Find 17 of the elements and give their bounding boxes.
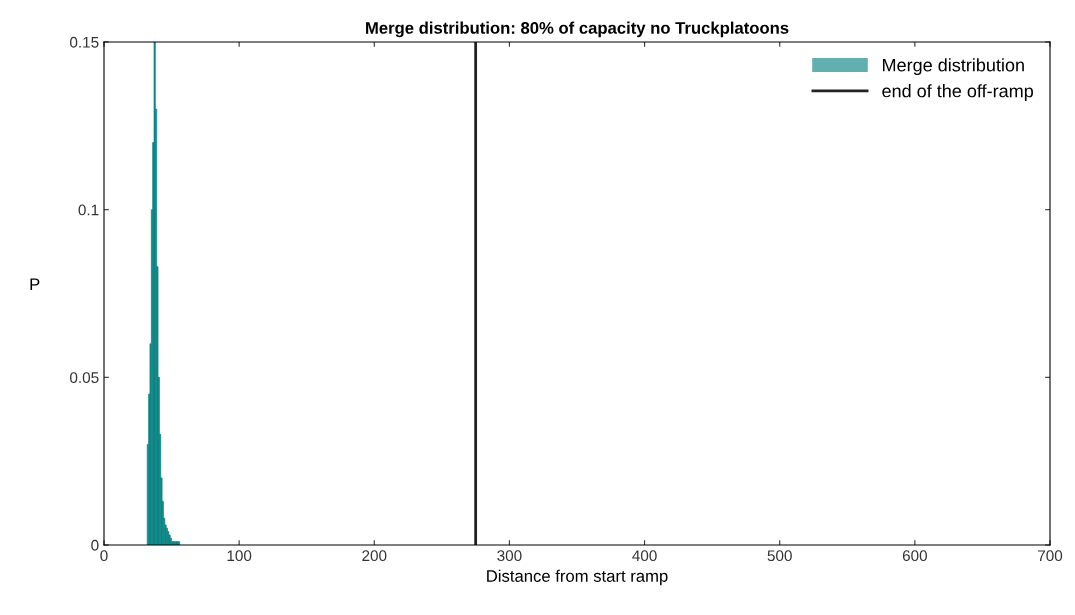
x-tick-label: 200 xyxy=(362,550,387,562)
x-tick-label: 600 xyxy=(902,550,928,562)
x-tick-label: 400 xyxy=(632,550,657,562)
legend-label: Merge distribution xyxy=(883,58,1024,76)
chart-title: Merge distribution: 80% of capacity no Truckplatoons xyxy=(366,21,789,38)
y-axis-title: P xyxy=(30,278,40,291)
x-tick-label: 0 xyxy=(100,550,108,562)
ref-line-label: end of the off-ramp xyxy=(882,84,1034,101)
x-tick-label: 500 xyxy=(767,550,792,562)
y-tick-label: 0 xyxy=(91,539,99,551)
y-tick-label: 0.1 xyxy=(78,204,99,216)
y-tick-label: 0.15 xyxy=(70,36,99,48)
x-tick-label: 100 xyxy=(227,550,252,562)
x-tick-label: 700 xyxy=(1038,550,1063,562)
x-tick-label: 300 xyxy=(497,550,522,562)
y-tick-label: 0.05 xyxy=(70,372,99,384)
x-axis-title: Distance from start ramp xyxy=(487,569,668,586)
